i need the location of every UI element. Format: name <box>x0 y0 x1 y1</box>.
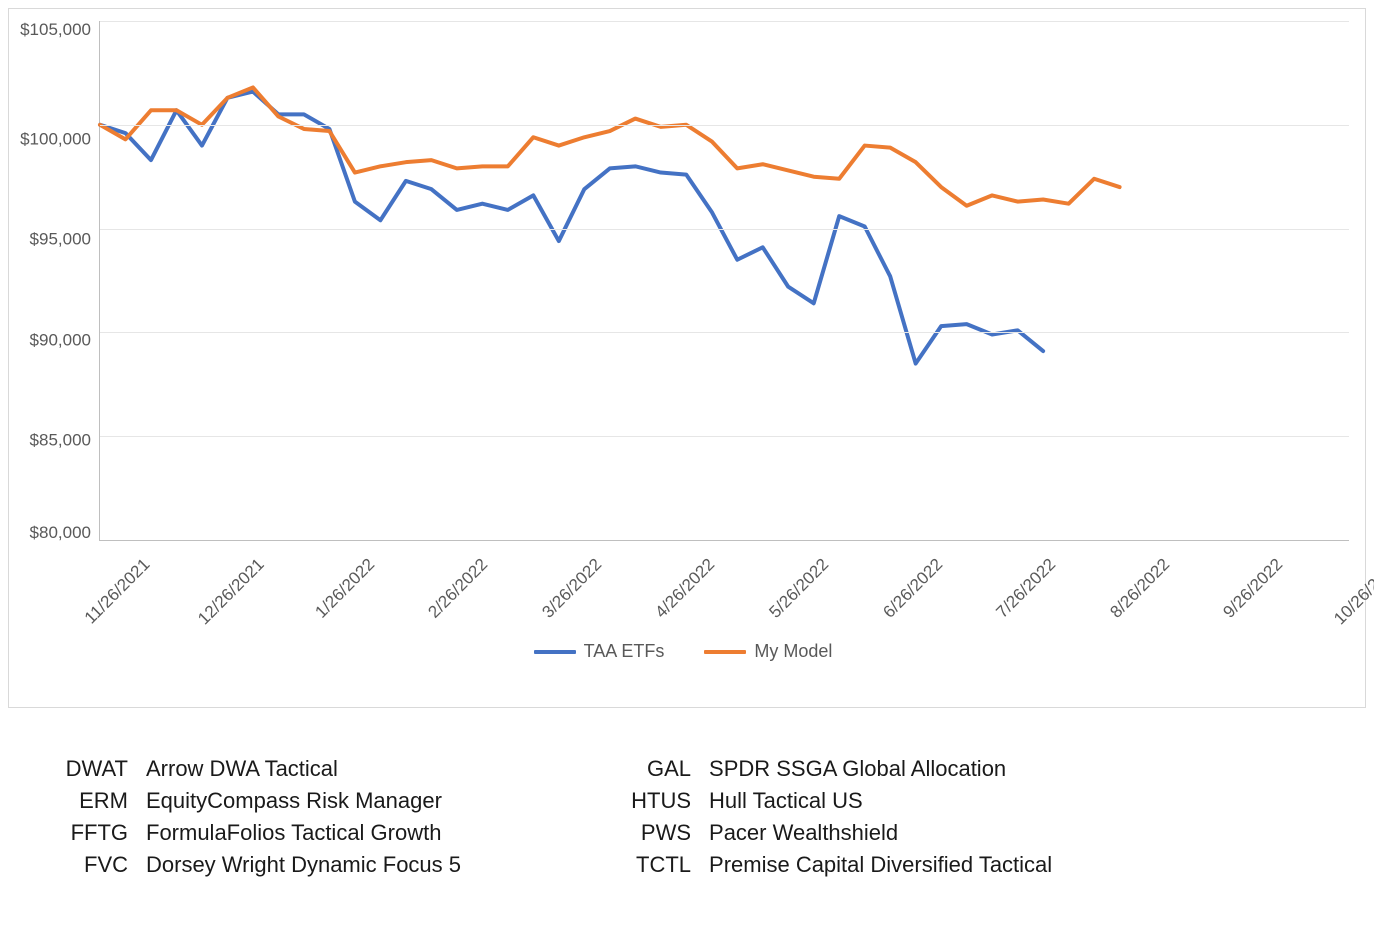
x-tick-label: 2/26/2022 <box>425 555 493 623</box>
etf-table-left: DWAT Arrow DWA Tactical ERM EquityCompass R… <box>38 756 461 878</box>
y-axis: $105,000 $100,000 $95,000 $90,000 $85,000 $80… <box>17 21 99 541</box>
x-tick-label: 10/26/2022 <box>1330 555 1374 629</box>
series-line-1 <box>100 87 1120 205</box>
etf-name: FormulaFolios Tactical Growth <box>146 820 461 846</box>
etf-ticker: HTUS <box>601 788 691 814</box>
x-tick-label: 12/26/2021 <box>194 555 268 629</box>
etf-name: EquityCompass Risk Manager <box>146 788 461 814</box>
etf-name: Premise Capital Diversified Tactical <box>709 852 1052 878</box>
etf-name: Pacer Wealthshield <box>709 820 1052 846</box>
series-line-0 <box>100 92 1043 364</box>
etf-name: Dorsey Wright Dynamic Focus 5 <box>146 852 461 878</box>
gridline <box>100 436 1349 437</box>
x-tick-label: 11/26/2021 <box>81 555 154 628</box>
x-axis: 11/26/202112/26/20211/26/20222/26/20223/… <box>107 541 1349 637</box>
etf-ticker: FFTG <box>38 820 128 846</box>
etf-ticker: ERM <box>38 788 128 814</box>
x-tick-label: 5/26/2022 <box>766 555 834 623</box>
legend-label: My Model <box>754 641 832 662</box>
legend-swatch <box>704 650 746 654</box>
legend-item: My Model <box>704 641 832 662</box>
chart-frame: $105,000 $100,000 $95,000 $90,000 $85,000 $80… <box>8 8 1366 708</box>
x-tick-label: 4/26/2022 <box>652 555 720 623</box>
etf-ticker: FVC <box>38 852 128 878</box>
gridline <box>100 229 1349 230</box>
y-tick-label: $85,000 <box>30 432 91 449</box>
etf-ticker: DWAT <box>38 756 128 782</box>
gridline <box>100 332 1349 333</box>
etf-name: Arrow DWA Tactical <box>146 756 461 782</box>
etf-table-right: GAL SPDR SSGA Global Allocation HTUS Hull T… <box>601 756 1052 878</box>
x-tick-label: 6/26/2022 <box>879 555 947 623</box>
y-tick-label: $80,000 <box>30 524 91 541</box>
plot-wrapper: $105,000 $100,000 $95,000 $90,000 $85,000 $80… <box>17 21 1349 541</box>
etf-ticker: PWS <box>601 820 691 846</box>
etf-ticker: GAL <box>601 756 691 782</box>
x-tick-label: 7/26/2022 <box>993 555 1061 623</box>
x-tick-label: 1/26/2022 <box>311 555 379 623</box>
series-svg <box>100 21 1349 540</box>
x-tick-label: 3/26/2022 <box>538 555 606 623</box>
gridline <box>100 21 1349 22</box>
y-tick-label: $95,000 <box>30 231 91 248</box>
legend: TAA ETFs My Model <box>17 641 1349 662</box>
y-tick-label: $90,000 <box>30 331 91 348</box>
plot-area <box>99 21 1349 541</box>
legend-swatch <box>534 650 576 654</box>
y-tick-label: $100,000 <box>20 130 91 147</box>
etf-table: DWAT Arrow DWA Tactical ERM EquityCompass R… <box>38 756 1336 878</box>
legend-label: TAA ETFs <box>584 641 665 662</box>
y-tick-label: $105,000 <box>20 21 91 38</box>
x-tick-label: 9/26/2022 <box>1220 555 1288 623</box>
etf-ticker: TCTL <box>601 852 691 878</box>
x-tick-label: 8/26/2022 <box>1106 555 1174 623</box>
gridline <box>100 125 1349 126</box>
etf-name: SPDR SSGA Global Allocation <box>709 756 1052 782</box>
legend-item: TAA ETFs <box>534 641 665 662</box>
etf-name: Hull Tactical US <box>709 788 1052 814</box>
